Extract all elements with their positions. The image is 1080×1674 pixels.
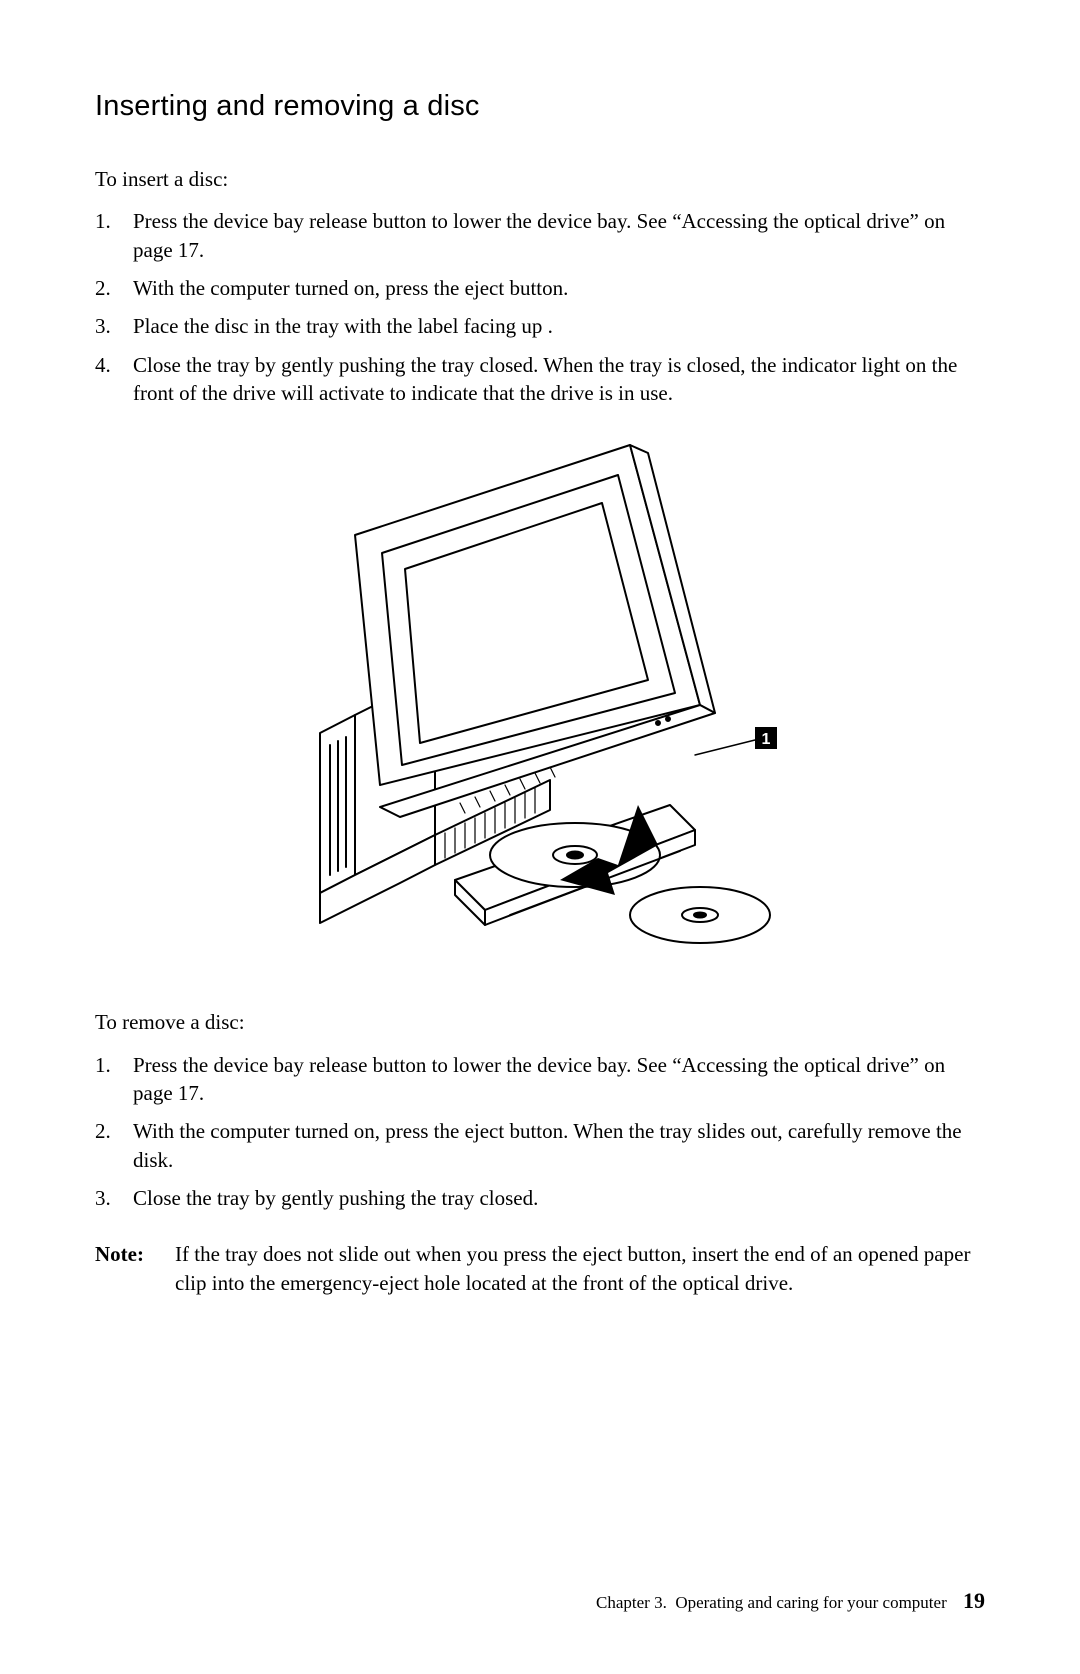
section-heading: Inserting and removing a disc	[95, 90, 985, 123]
insert-step: 4. Close the tray by gently pushing the t…	[95, 351, 985, 408]
remove-step: 2. With the computer turned on, press the…	[95, 1117, 985, 1174]
remove-intro: To remove a disc:	[95, 1008, 985, 1036]
remove-steps-list: 1. Press the device bay release button to…	[95, 1051, 985, 1213]
step-text: Press the device bay release button to l…	[133, 209, 945, 261]
step-number: 2.	[95, 1117, 125, 1145]
step-number: 1.	[95, 1051, 125, 1079]
note-text: If the tray does not slide out when you …	[175, 1242, 970, 1294]
footer-chapter: Chapter 3. Operating and caring for your…	[596, 1593, 947, 1612]
computer-disc-illustration-svg: 1	[260, 435, 820, 955]
step-text: Place the disc in the tray with the labe…	[133, 314, 553, 338]
step-number: 3.	[95, 312, 125, 340]
insert-step: 2. With the computer turned on, press the…	[95, 274, 985, 302]
insert-step: 3. Place the disc in the tray with the la…	[95, 312, 985, 340]
disc-insert-figure: 1	[95, 435, 985, 960]
step-text: With the computer turned on, press the e…	[133, 276, 568, 300]
step-number: 3.	[95, 1184, 125, 1212]
step-text: With the computer turned on, press the e…	[133, 1119, 962, 1171]
footer-page-number: 19	[963, 1588, 985, 1613]
step-number: 4.	[95, 351, 125, 379]
step-text: Close the tray by gently pushing the tra…	[133, 1186, 538, 1210]
remove-step: 1. Press the device bay release button to…	[95, 1051, 985, 1108]
remove-step: 3. Close the tray by gently pushing the t…	[95, 1184, 985, 1212]
step-text: Press the device bay release button to l…	[133, 1053, 945, 1105]
note-label: Note:	[95, 1240, 144, 1268]
callout-number: 1	[762, 731, 771, 748]
insert-intro: To insert a disc:	[95, 165, 985, 193]
step-text: Close the tray by gently pushing the tra…	[133, 353, 957, 405]
page-footer: Chapter 3. Operating and caring for your…	[596, 1588, 985, 1614]
insert-step: 1. Press the device bay release button to…	[95, 207, 985, 264]
note-row: Note: If the tray does not slide out whe…	[95, 1240, 985, 1297]
step-number: 2.	[95, 274, 125, 302]
insert-steps-list: 1. Press the device bay release button to…	[95, 207, 985, 407]
step-number: 1.	[95, 207, 125, 235]
